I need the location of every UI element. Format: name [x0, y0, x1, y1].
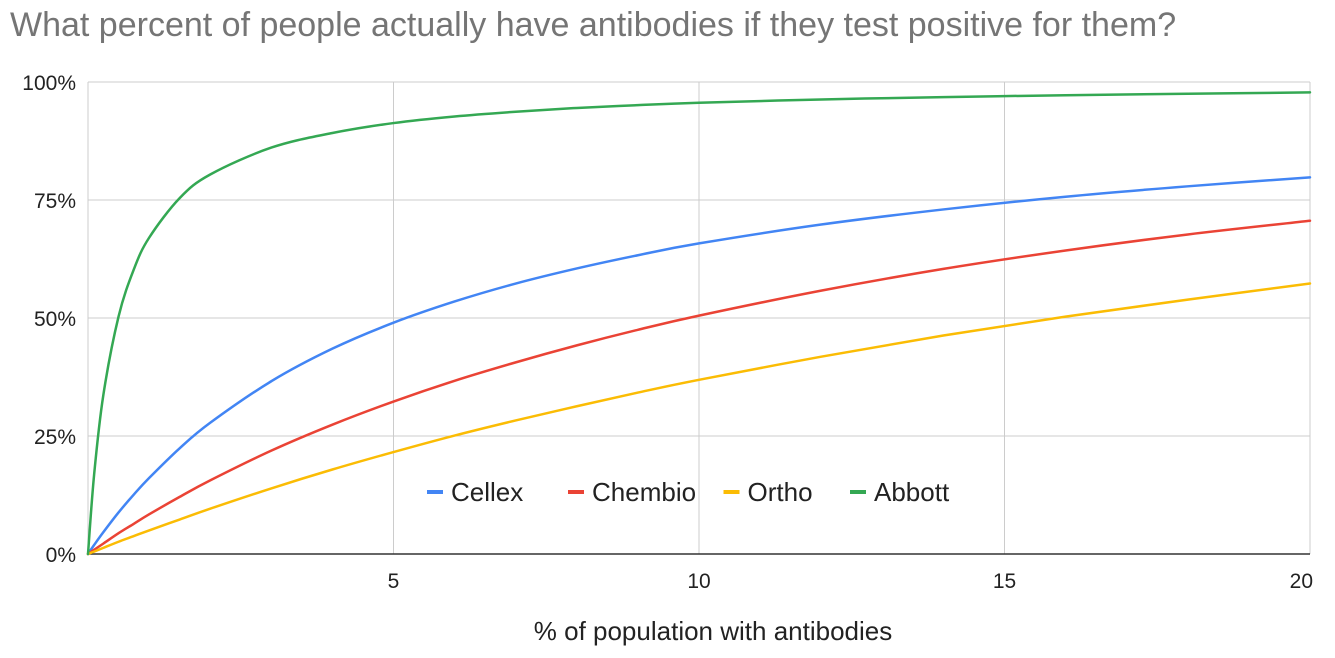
- x-tick-label: 5: [388, 570, 400, 593]
- chart-title: What percent of people actually have ant…: [10, 6, 1177, 44]
- y-tick-label: 75%: [34, 190, 76, 213]
- series-line-ortho: [86, 282, 1312, 556]
- legend-label-cellex: Cellex: [451, 477, 523, 507]
- x-tick-label: 15: [993, 570, 1016, 593]
- y-tick-label: 0%: [46, 544, 76, 567]
- series-line-cellex: [86, 176, 1312, 556]
- legend-label-abbott: Abbott: [874, 477, 950, 507]
- y-tick-label: 25%: [34, 426, 76, 449]
- y-tick-label: 50%: [34, 308, 76, 331]
- legend-label-chembio: Chembio: [592, 477, 696, 507]
- series-line-abbott: [86, 91, 1312, 556]
- x-tick-label: 20: [1290, 570, 1313, 593]
- tick-labels: 0% 25% 50% 75% 100% 5 10 15 20: [22, 72, 1313, 593]
- y-tick-label: 100%: [22, 72, 76, 95]
- series-line-chembio: [86, 219, 1312, 556]
- x-tick-label: 10: [687, 570, 710, 593]
- legend: Cellex Chembio Ortho Abbott: [427, 477, 950, 507]
- grid-lines: [87, 81, 1311, 554]
- x-axis-label: % of population with antibodies: [534, 616, 892, 646]
- legend-label-ortho: Ortho: [748, 477, 813, 507]
- series-lines: [86, 91, 1312, 556]
